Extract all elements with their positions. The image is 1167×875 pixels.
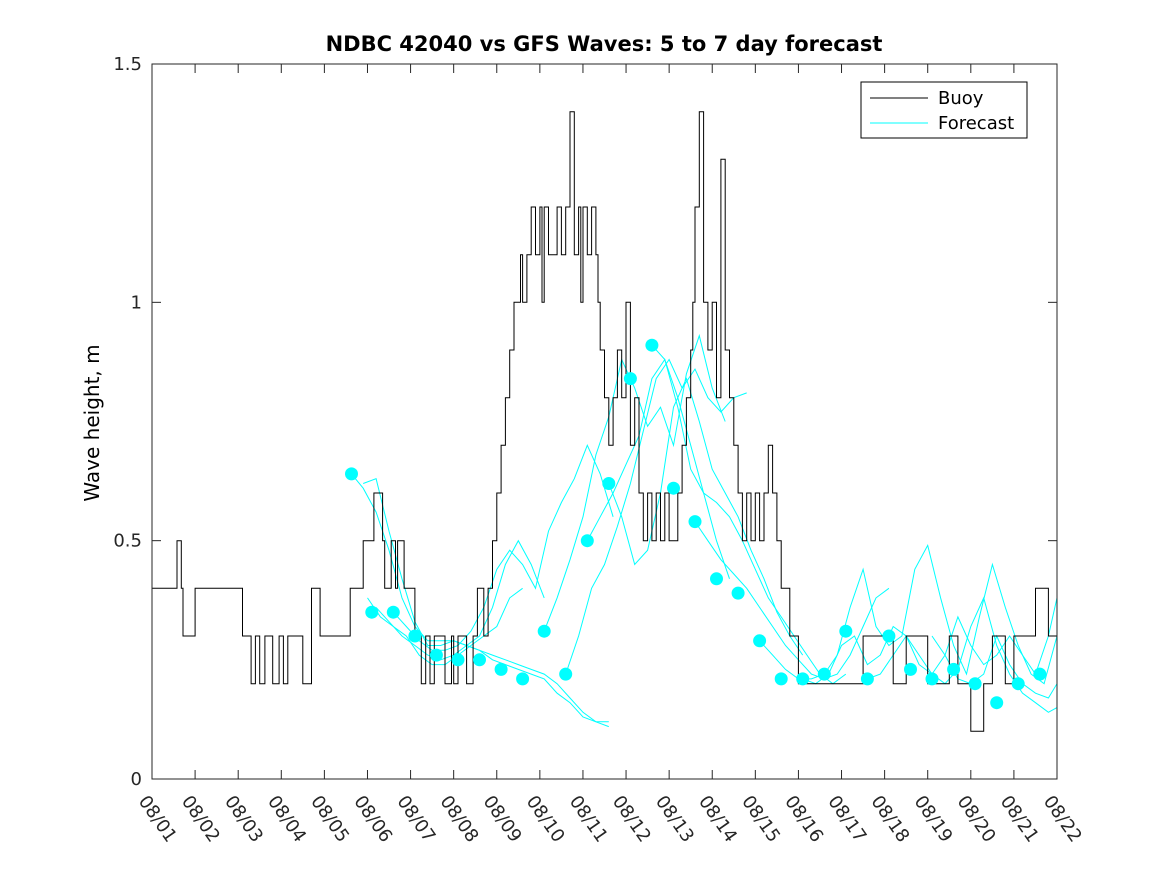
legend-forecast-label: Forecast <box>938 113 1014 134</box>
forecast-point <box>1011 677 1025 691</box>
forecast-point <box>796 672 810 686</box>
y-axis-label: Wave height, m <box>80 344 104 501</box>
forecast-point <box>1033 667 1047 681</box>
legend: Buoy Forecast <box>860 81 1028 139</box>
data-layer <box>152 111 1057 732</box>
forecast-point <box>882 629 896 643</box>
legend-box <box>860 81 1028 139</box>
axes-box <box>151 63 1058 780</box>
forecast-line-14 <box>867 596 1057 713</box>
forecast-point <box>710 572 723 586</box>
forecast-point <box>667 481 680 495</box>
y-tick-label: 0 <box>131 769 142 790</box>
forecast-line-6 <box>543 333 726 632</box>
forecast-line-7 <box>565 358 747 675</box>
forecast-point <box>494 662 508 676</box>
forecast-point <box>365 605 379 619</box>
forecast-point <box>408 629 422 643</box>
forecast-point <box>947 662 961 676</box>
forecast-point <box>386 605 400 619</box>
legend-buoy-label: Buoy <box>938 88 984 109</box>
forecast-point <box>731 586 745 600</box>
chart-title: NDBC 42040 vs GFS Waves: 5 to 7 day fore… <box>326 32 883 56</box>
forecast-point <box>817 667 831 681</box>
forecast-point <box>968 677 982 691</box>
forecast-point <box>753 634 767 648</box>
forecast-line-8 <box>586 358 730 579</box>
forecast-point <box>990 696 1004 710</box>
forecast-point <box>904 662 917 676</box>
forecast-point <box>516 672 530 686</box>
forecast-line-9 <box>608 377 804 656</box>
forecast-point <box>429 648 443 662</box>
forecast-line-4 <box>375 539 545 661</box>
y-tick-label: 1 <box>131 292 142 313</box>
forecast-point <box>559 667 573 681</box>
y-tick-label: 0.5 <box>113 531 142 552</box>
forecast-line-12 <box>759 544 1057 685</box>
forecast-point <box>645 338 659 352</box>
forecast-point <box>925 672 939 686</box>
forecast-point <box>345 467 358 481</box>
y-tick-label: 1.5 <box>113 54 142 75</box>
forecast-line-10 <box>651 344 847 685</box>
forecast-point <box>839 624 853 638</box>
forecast-point <box>688 515 702 529</box>
forecast-point <box>623 372 637 386</box>
forecast-point <box>774 672 788 686</box>
buoy-line <box>152 111 1057 732</box>
forecast-point <box>473 653 486 667</box>
forecast-point <box>580 534 594 548</box>
forecast-point <box>602 477 616 490</box>
forecast-point <box>537 624 551 638</box>
forecast-point <box>451 653 465 667</box>
forecast-point <box>860 672 874 686</box>
